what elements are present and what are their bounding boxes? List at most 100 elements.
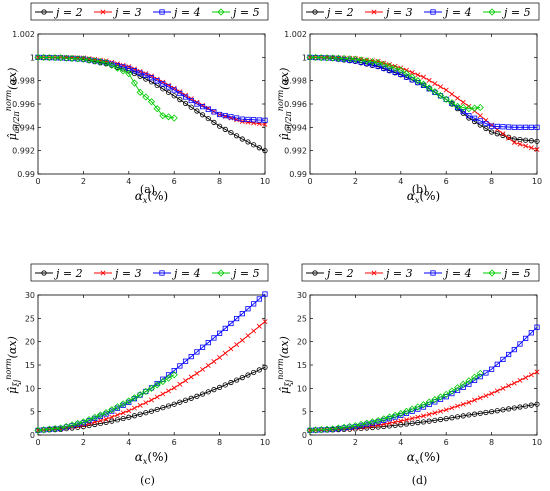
series-line-j5 bbox=[309, 56, 481, 110]
data-point-j4 bbox=[251, 301, 257, 307]
data-point-j4 bbox=[523, 335, 529, 342]
data-point-j4 bbox=[454, 387, 461, 394]
series-line-j5 bbox=[37, 374, 175, 431]
data-point-j2 bbox=[471, 411, 478, 417]
data-point-j3 bbox=[477, 395, 483, 401]
data-point-j3 bbox=[228, 346, 234, 352]
data-point-j3 bbox=[239, 337, 245, 343]
data-point-j5 bbox=[159, 378, 167, 386]
data-point-j5 bbox=[51, 425, 59, 433]
data-point-j5 bbox=[425, 398, 433, 406]
data-point-j4 bbox=[188, 97, 194, 104]
data-point-j4 bbox=[216, 330, 223, 336]
data-point-j2 bbox=[211, 387, 217, 393]
legend-label-j4: j = 4 bbox=[442, 267, 472, 280]
data-point-j5 bbox=[442, 95, 450, 103]
legend-box bbox=[301, 2, 540, 21]
data-point-j2 bbox=[437, 416, 444, 423]
data-point-j4 bbox=[205, 106, 211, 112]
data-point-j2 bbox=[97, 420, 104, 427]
data-point-j3 bbox=[506, 383, 512, 389]
data-point-j3 bbox=[217, 355, 223, 361]
data-point-j3 bbox=[392, 419, 398, 425]
data-point-j3 bbox=[443, 87, 449, 93]
data-point-j5 bbox=[40, 426, 48, 434]
data-point-j3 bbox=[523, 143, 529, 149]
data-point-j2 bbox=[137, 73, 143, 79]
data-point-j5 bbox=[91, 413, 99, 421]
data-point-j5 bbox=[68, 421, 76, 429]
data-point-j2 bbox=[188, 104, 194, 110]
data-point-j5 bbox=[476, 369, 484, 377]
data-point-j4 bbox=[239, 311, 245, 317]
data-point-j5 bbox=[391, 64, 399, 72]
data-point-j2 bbox=[449, 415, 455, 421]
data-point-j2 bbox=[443, 416, 449, 422]
data-point-j2 bbox=[256, 367, 262, 373]
chart-panel-a: 0 2 4 6 8 100.990.9920.9940.9960.99811.002αx(… bbox=[4, 2, 270, 205]
data-point-j5 bbox=[306, 53, 314, 61]
data-point-j5 bbox=[130, 394, 139, 402]
data-point-j4 bbox=[239, 116, 245, 122]
data-point-j3 bbox=[432, 81, 438, 87]
data-point-j2 bbox=[506, 406, 512, 412]
data-point-j4 bbox=[177, 363, 183, 369]
y-tick-label: 0.99 bbox=[289, 170, 307, 179]
data-point-j3 bbox=[166, 388, 172, 394]
data-point-j2 bbox=[194, 108, 200, 114]
data-point-j5 bbox=[391, 411, 399, 419]
data-point-j3 bbox=[160, 391, 166, 397]
data-point-j3 bbox=[137, 402, 143, 408]
data-point-j2 bbox=[217, 123, 223, 129]
data-point-j4 bbox=[160, 81, 166, 87]
data-point-j2 bbox=[137, 411, 143, 417]
x-tick-label: 8 bbox=[217, 177, 222, 186]
x-tick-label: 6 bbox=[444, 438, 449, 447]
data-point-j5 bbox=[45, 54, 53, 62]
data-point-j2 bbox=[494, 131, 500, 137]
data-point-j3 bbox=[194, 370, 200, 376]
data-point-j4 bbox=[182, 358, 189, 364]
data-point-j4 bbox=[517, 124, 523, 130]
data-point-j5 bbox=[380, 60, 388, 69]
data-point-j4 bbox=[211, 109, 217, 115]
data-point-j5 bbox=[153, 105, 161, 113]
legend-label-j4: j = 4 bbox=[442, 6, 472, 19]
data-point-j2 bbox=[131, 413, 138, 419]
y-tick-label: 5 bbox=[30, 408, 35, 417]
y-tick-label: 0 bbox=[302, 431, 307, 440]
data-point-j5 bbox=[85, 416, 93, 424]
y-tick-label: 25 bbox=[297, 314, 307, 323]
data-point-j5 bbox=[125, 397, 133, 405]
data-point-j5 bbox=[425, 84, 433, 92]
data-point-j4 bbox=[222, 113, 228, 119]
y-axis-label: μ̂ξjnorm(αx) bbox=[4, 336, 21, 394]
data-point-j5 bbox=[357, 420, 365, 428]
data-point-j5 bbox=[164, 374, 173, 382]
y-tick-label: 30 bbox=[25, 291, 35, 300]
data-point-j4 bbox=[216, 111, 223, 118]
data-point-j3 bbox=[523, 375, 529, 381]
data-point-j2 bbox=[251, 142, 257, 148]
data-point-j3 bbox=[415, 414, 421, 420]
data-point-j2 bbox=[194, 393, 200, 399]
y-tick-label: 30 bbox=[297, 291, 307, 300]
data-point-j5 bbox=[453, 384, 462, 392]
data-point-j2 bbox=[154, 406, 160, 413]
y-tick-label: 1 bbox=[302, 53, 307, 62]
legend-marker-j5 bbox=[488, 8, 496, 16]
data-point-j5 bbox=[453, 102, 462, 110]
legend-marker-j2 bbox=[312, 270, 318, 276]
y-tick-label: 0.992 bbox=[284, 147, 307, 156]
data-point-j2 bbox=[517, 136, 523, 143]
series-line-j5 bbox=[37, 56, 175, 119]
data-point-j4 bbox=[460, 384, 466, 390]
legend-label-j3: j = 3 bbox=[112, 267, 142, 280]
data-point-j3 bbox=[500, 385, 506, 391]
x-tick-label: 0 bbox=[35, 177, 40, 186]
data-point-j3 bbox=[421, 74, 426, 80]
series-line-j4 bbox=[37, 293, 266, 431]
data-point-j2 bbox=[160, 86, 166, 92]
x-axis-label: αx(%) bbox=[135, 450, 168, 466]
